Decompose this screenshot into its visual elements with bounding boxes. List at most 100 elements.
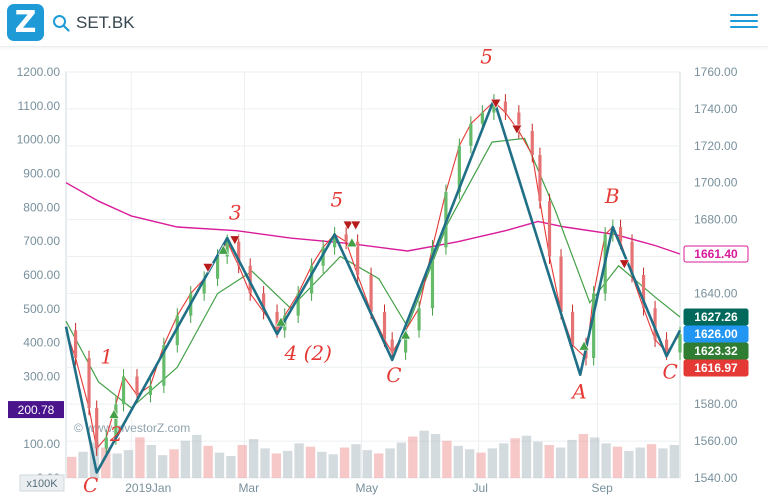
volume-bar — [67, 456, 77, 478]
volume-bar — [601, 443, 611, 478]
wave-label: C — [83, 473, 98, 497]
volume-bar — [555, 447, 566, 478]
price-tag-label: 1616.97 — [694, 361, 738, 375]
volume-bar — [203, 445, 213, 478]
x-tick-label: Jul — [473, 481, 488, 495]
search-box[interactable]: SET.BK — [52, 10, 135, 36]
volume-bar — [78, 451, 88, 478]
candle-body — [559, 256, 563, 312]
buy-signal-icon — [108, 408, 120, 419]
candle-body — [262, 293, 266, 312]
watermark-text: © www.investorZ.com — [74, 421, 190, 435]
price-chart[interactable]: © www.investorZ.com C 2 1 3 4 (2) 5 C 5 A B C 1200… — [0, 48, 768, 500]
search-icon[interactable] — [52, 14, 70, 32]
price-tag-label: 1661.40 — [694, 247, 738, 261]
volume-bar — [442, 440, 452, 478]
sell-signal-icon — [229, 235, 241, 246]
volume-bar — [214, 452, 225, 478]
left-tick-label: 1000.00 — [17, 133, 61, 147]
volume-bar — [408, 436, 418, 478]
hamburger-menu-icon[interactable] — [730, 10, 758, 34]
wave-annotations: C 2 1 3 4 (2) 5 C 5 A B C — [83, 48, 678, 497]
right-tick-label: 1580.00 — [694, 397, 738, 411]
left-tick-label: 700.00 — [23, 234, 60, 248]
price-tags: 1661.40 1627.26 1626.00 1623.32 1616.97 — [683, 245, 749, 377]
candle-body — [390, 339, 394, 353]
volume-bar — [283, 450, 293, 478]
volume-bar — [578, 434, 589, 478]
left-axis: 1200.00 1100.00 1000.00 900.00 800.00 700.00 6… — [8, 65, 65, 492]
volume-bar — [464, 449, 475, 478]
candle-body — [121, 376, 126, 405]
x-tick-label: 2019Jan — [125, 481, 171, 495]
right-tick-label: 1680.00 — [694, 213, 738, 227]
candle-body — [369, 275, 373, 312]
wave-label: C — [386, 363, 401, 387]
candle-body — [503, 101, 507, 113]
search-input[interactable]: SET.BK — [76, 13, 135, 32]
volume-bar — [612, 446, 623, 478]
x-tick-label: Mar — [238, 481, 259, 495]
left-tick-label: 1100.00 — [18, 99, 61, 113]
wave-label: B — [604, 184, 620, 208]
volume-bar — [157, 455, 168, 478]
volume-bar — [533, 441, 543, 478]
price-tag — [683, 245, 749, 263]
sell-signal-icon — [342, 220, 354, 231]
candle-body — [641, 275, 646, 309]
volume-bar — [544, 445, 554, 478]
volume-bar — [146, 445, 156, 478]
logo-icon[interactable]: Z — [7, 4, 44, 41]
candle-body — [356, 241, 360, 275]
volume-bar — [669, 445, 679, 478]
wave-label: 5 — [480, 48, 493, 69]
volume-bar — [351, 444, 361, 478]
candle-body — [457, 145, 461, 192]
buy-signal-icon — [578, 340, 590, 351]
wave-label: 5 — [331, 187, 344, 211]
right-tick-label: 1700.00 — [694, 176, 738, 190]
candle-body — [404, 330, 408, 353]
candle-body — [333, 234, 337, 248]
volume-bar — [476, 452, 486, 478]
right-tick-label: 1740.00 — [694, 102, 738, 116]
volume-bar — [646, 444, 657, 478]
volume-bar — [123, 450, 134, 478]
volume-bar — [590, 437, 600, 478]
wave-label: A — [570, 380, 586, 404]
left-tick-label: 800.00 — [23, 200, 60, 214]
volume-bar — [453, 445, 463, 478]
candle-body — [382, 311, 387, 340]
volume-unit-box — [19, 474, 65, 492]
volume-bar — [248, 439, 259, 478]
volume-bar — [328, 454, 338, 478]
price-tag-label: 1623.32 — [694, 344, 738, 358]
candle-body — [469, 123, 473, 146]
candle-body — [678, 334, 682, 353]
candle-body — [344, 234, 348, 242]
volume-bar — [317, 451, 327, 478]
price-tag-label: 1627.26 — [694, 310, 738, 324]
volume-bar — [271, 453, 282, 478]
candle-body — [114, 404, 118, 438]
candle-body — [162, 345, 166, 386]
candle-body — [95, 407, 99, 449]
candle-body — [592, 293, 596, 359]
candle-body — [480, 112, 484, 124]
right-axis: 1760.001740.001720.001700.001680.001660.… — [694, 65, 738, 485]
wave-label: 4 (2) — [283, 341, 331, 365]
price-tag — [683, 308, 749, 326]
candle-body — [547, 201, 552, 257]
volume-bar — [396, 442, 407, 478]
signal-markers — [108, 98, 630, 419]
right-tick-label: 1540.00 — [694, 471, 738, 485]
volume-bar — [237, 445, 247, 478]
candle-body — [296, 293, 300, 316]
volume-bar — [192, 434, 202, 478]
volume-bar — [135, 437, 145, 478]
sell-signal-icon — [350, 220, 362, 231]
volume-unit-label: x100K — [26, 478, 58, 490]
candle-body — [570, 311, 575, 346]
volume-bars — [67, 430, 679, 478]
wave-label: 3 — [229, 200, 242, 224]
